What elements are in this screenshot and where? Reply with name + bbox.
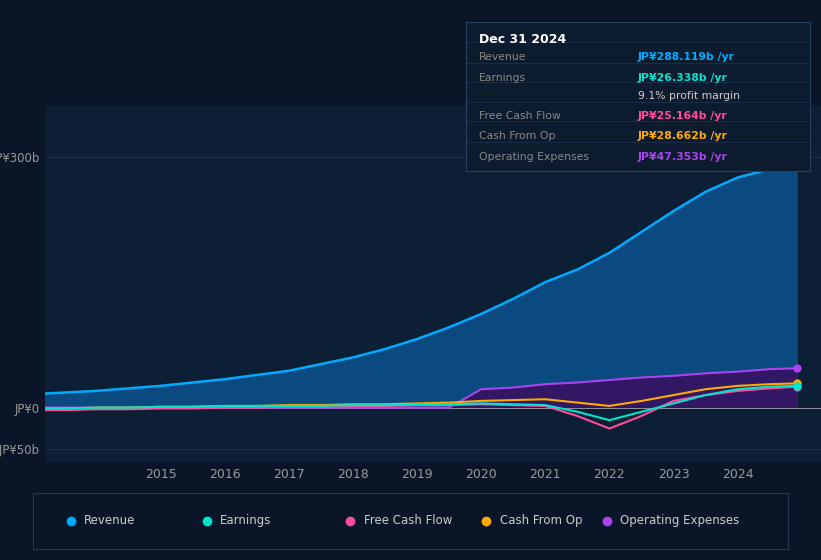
Text: JP¥28.662b /yr: JP¥28.662b /yr (638, 132, 727, 142)
Text: Operating Expenses: Operating Expenses (479, 152, 589, 161)
Text: Cash From Op: Cash From Op (479, 132, 556, 142)
Text: Operating Expenses: Operating Expenses (621, 514, 740, 528)
Text: Revenue: Revenue (479, 52, 527, 62)
Text: Earnings: Earnings (479, 73, 526, 83)
Text: Free Cash Flow: Free Cash Flow (364, 514, 452, 528)
Text: JP¥47.353b /yr: JP¥47.353b /yr (638, 152, 727, 161)
Text: Dec 31 2024: Dec 31 2024 (479, 33, 566, 46)
Text: Earnings: Earnings (220, 514, 272, 528)
Text: JP¥25.164b /yr: JP¥25.164b /yr (638, 111, 727, 122)
Text: Revenue: Revenue (85, 514, 135, 528)
Text: JP¥26.338b /yr: JP¥26.338b /yr (638, 73, 727, 83)
Text: Cash From Op: Cash From Op (500, 514, 582, 528)
Text: 9.1% profit margin: 9.1% profit margin (638, 91, 740, 101)
Text: Free Cash Flow: Free Cash Flow (479, 111, 562, 122)
Text: JP¥288.119b /yr: JP¥288.119b /yr (638, 52, 735, 62)
